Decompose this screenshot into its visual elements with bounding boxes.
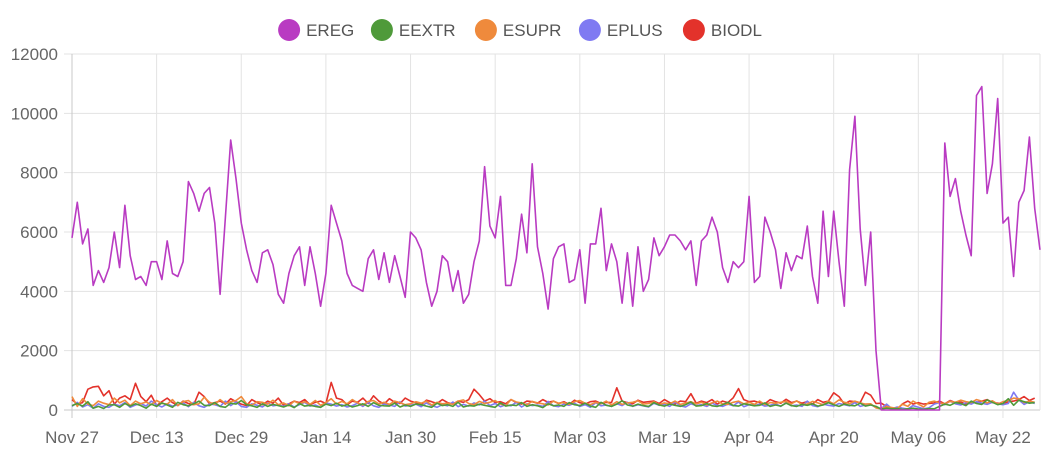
x-tick-label: May 06 [890, 428, 946, 447]
legend-item-eextr[interactable]: EEXTR [370, 19, 456, 41]
x-tick-label: Apr 04 [724, 428, 774, 447]
x-tick-label: Dec 13 [130, 428, 184, 447]
legend-swatch [474, 19, 497, 41]
y-tick-label: 8000 [20, 164, 58, 183]
grid-lines [64, 53, 1041, 418]
x-tick-label: Dec 29 [214, 428, 268, 447]
y-tick-label: 0 [49, 401, 58, 420]
x-tick-label: Mar 03 [553, 428, 606, 447]
legend-item-esupr[interactable]: ESUPR [474, 19, 562, 41]
legend-label: ESUPR [503, 21, 562, 40]
y-tick-label: 6000 [20, 223, 58, 242]
legend-label: BIODL [711, 21, 762, 40]
y-axis: 0 2000 4000 6000 8000 10000 12000 [11, 45, 58, 420]
legend-item-ereg[interactable]: EREG [278, 19, 354, 41]
y-tick-label: 12000 [11, 45, 58, 64]
legend-item-eplus[interactable]: EPLUS [578, 19, 663, 41]
x-tick-label: Feb 15 [469, 428, 522, 447]
x-tick-label: Apr 20 [809, 428, 859, 447]
y-tick-label: 4000 [20, 282, 58, 301]
x-tick-label: Jan 30 [385, 428, 436, 447]
legend-swatch [682, 19, 705, 41]
series-line-eextr [71, 397, 1035, 411]
legend-label: EEXTR [399, 21, 456, 40]
legend-swatch [278, 19, 301, 41]
x-tick-label: Mar 19 [638, 428, 691, 447]
series-line-ereg [71, 85, 1041, 411]
y-tick-label: 10000 [11, 104, 58, 123]
legend-label: EPLUS [607, 21, 663, 40]
y-tick-label: 2000 [20, 342, 58, 361]
chart-legend[interactable]: EREG EEXTR ESUPR EPLUS BIODL [278, 19, 762, 41]
legend-swatch [578, 19, 601, 41]
legend-item-biodl[interactable]: BIODL [682, 19, 762, 41]
x-tick-label: May 22 [975, 428, 1031, 447]
series-lines [71, 85, 1041, 411]
x-tick-label: Nov 27 [45, 428, 99, 447]
series-line-esupr [71, 395, 1035, 410]
legend-swatch [370, 19, 393, 41]
x-axis: Nov 27 Dec 13 Dec 29 Jan 14 Jan 30 Feb 15 Mar … [45, 428, 1031, 447]
legend-label: EREG [306, 21, 354, 40]
x-tick-label: Jan 14 [300, 428, 351, 447]
